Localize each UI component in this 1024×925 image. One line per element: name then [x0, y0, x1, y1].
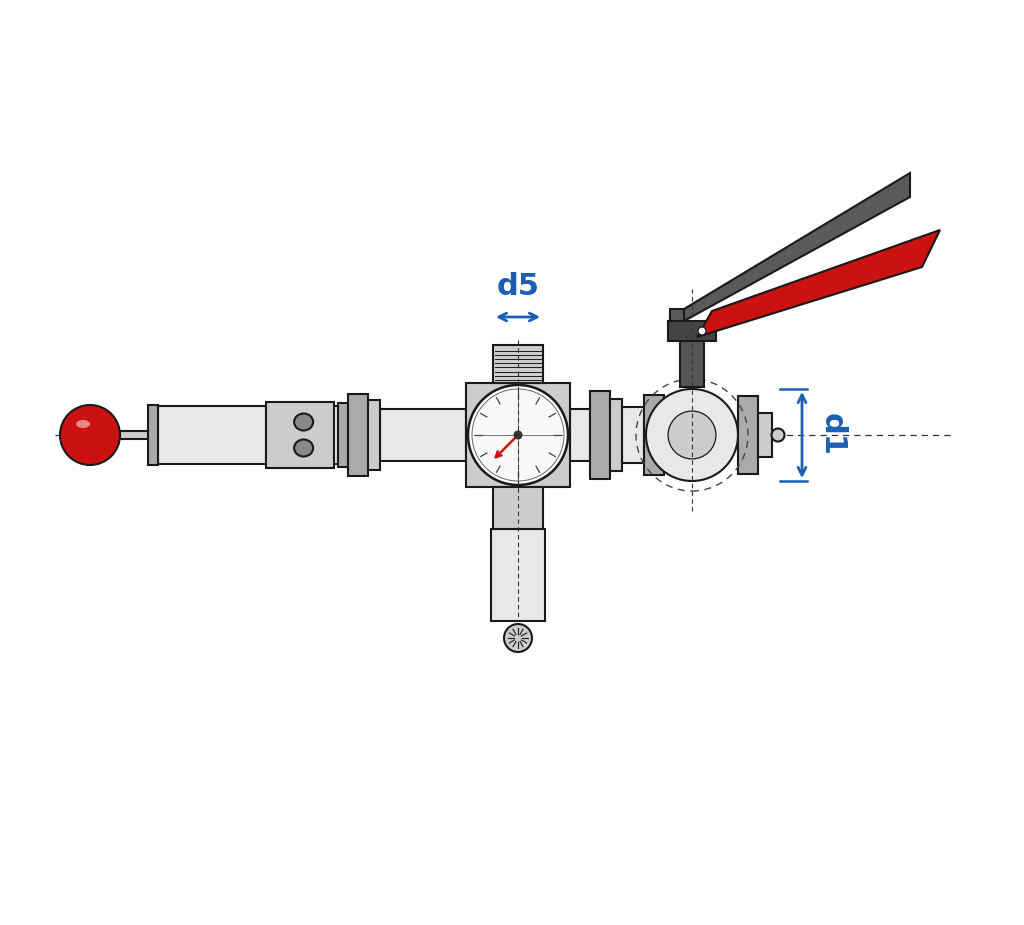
Bar: [622, 407, 644, 463]
Ellipse shape: [294, 439, 313, 457]
Bar: [570, 409, 590, 461]
Bar: [738, 396, 758, 474]
Bar: [610, 399, 622, 471]
Circle shape: [504, 624, 532, 652]
Bar: [380, 409, 466, 461]
Text: d1: d1: [818, 413, 847, 457]
Bar: [148, 405, 158, 465]
Circle shape: [514, 431, 522, 438]
Bar: [668, 321, 716, 341]
Bar: [158, 406, 338, 464]
Circle shape: [468, 385, 568, 485]
Text: d5: d5: [497, 272, 540, 301]
Bar: [758, 413, 772, 457]
Bar: [680, 341, 705, 387]
Circle shape: [472, 389, 564, 481]
Bar: [590, 391, 610, 479]
Bar: [490, 529, 545, 621]
Bar: [493, 487, 543, 529]
Circle shape: [771, 428, 784, 441]
Bar: [120, 431, 148, 439]
Bar: [493, 345, 543, 383]
Bar: [466, 383, 570, 487]
Bar: [266, 402, 335, 468]
Ellipse shape: [76, 420, 90, 428]
Ellipse shape: [294, 413, 313, 430]
Circle shape: [698, 327, 706, 335]
Polygon shape: [697, 230, 940, 337]
Bar: [348, 394, 368, 476]
Circle shape: [60, 405, 120, 465]
Polygon shape: [670, 173, 910, 341]
Circle shape: [668, 411, 716, 459]
Polygon shape: [670, 309, 684, 321]
Bar: [338, 403, 348, 467]
Circle shape: [646, 389, 738, 481]
Bar: [644, 395, 664, 475]
Bar: [368, 400, 380, 470]
